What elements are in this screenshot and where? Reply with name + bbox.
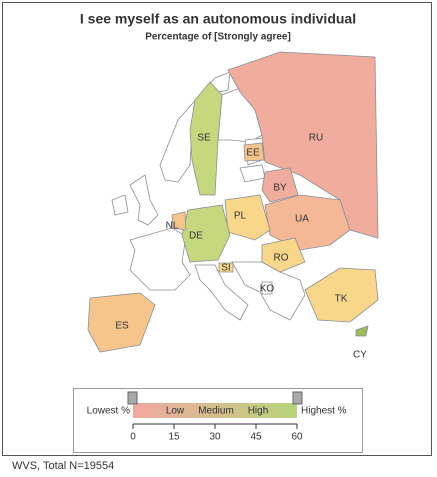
legend-tick-label: 15 bbox=[168, 432, 180, 443]
country bbox=[261, 237, 306, 273]
subtitle: Percentage of [Strongly agree] bbox=[145, 32, 291, 43]
country-label: SI bbox=[221, 263, 230, 274]
country bbox=[87, 292, 156, 353]
legend-gradient bbox=[133, 403, 297, 418]
country bbox=[189, 81, 223, 196]
slider-handle[interactable] bbox=[127, 391, 138, 405]
country bbox=[171, 211, 187, 231]
country bbox=[264, 194, 351, 251]
country-label: TK bbox=[335, 294, 348, 305]
country-label: PL bbox=[234, 211, 247, 222]
country-label: EE bbox=[246, 148, 260, 159]
country-label: BY bbox=[273, 183, 287, 194]
country-label: KO bbox=[260, 284, 275, 295]
footer: WVS, Total N=19554 bbox=[12, 460, 114, 472]
legend-tick-label: 30 bbox=[209, 432, 221, 443]
legend-high: High bbox=[248, 406, 269, 417]
country-label: DE bbox=[189, 231, 203, 242]
legend: Lowest % Highest % Low Medium High bbox=[73, 388, 363, 453]
legend-lowest: Lowest % bbox=[87, 406, 130, 417]
country-labels: RU SE EE BY UA PL DE NL RO SI KO TK ES C… bbox=[115, 133, 367, 361]
country bbox=[227, 51, 379, 239]
legend-medium: Medium bbox=[198, 406, 234, 417]
country-label: SE bbox=[197, 133, 211, 144]
country bbox=[261, 281, 273, 295]
country bbox=[355, 325, 369, 337]
legend-tick-label: 60 bbox=[291, 432, 303, 443]
country bbox=[218, 262, 234, 273]
legend-box bbox=[73, 388, 363, 453]
country bbox=[243, 142, 265, 162]
country bbox=[304, 267, 379, 323]
country bbox=[181, 204, 231, 263]
country-label: CY bbox=[353, 350, 367, 361]
country bbox=[261, 167, 299, 203]
country-label: NL bbox=[166, 221, 179, 232]
country-label: RO bbox=[274, 253, 289, 264]
country-label: UA bbox=[295, 214, 309, 225]
country-shapes bbox=[87, 51, 379, 353]
legend-tick-label: 45 bbox=[250, 432, 262, 443]
legend-tick-label: 0 bbox=[130, 432, 136, 443]
country-label: ES bbox=[115, 321, 129, 332]
title: I see myself as an autonomous individual bbox=[80, 11, 356, 27]
legend-highest: Highest % bbox=[301, 406, 347, 417]
country-label: RU bbox=[309, 133, 323, 144]
slider-handle[interactable] bbox=[292, 391, 303, 405]
legend-low: Low bbox=[166, 406, 185, 417]
